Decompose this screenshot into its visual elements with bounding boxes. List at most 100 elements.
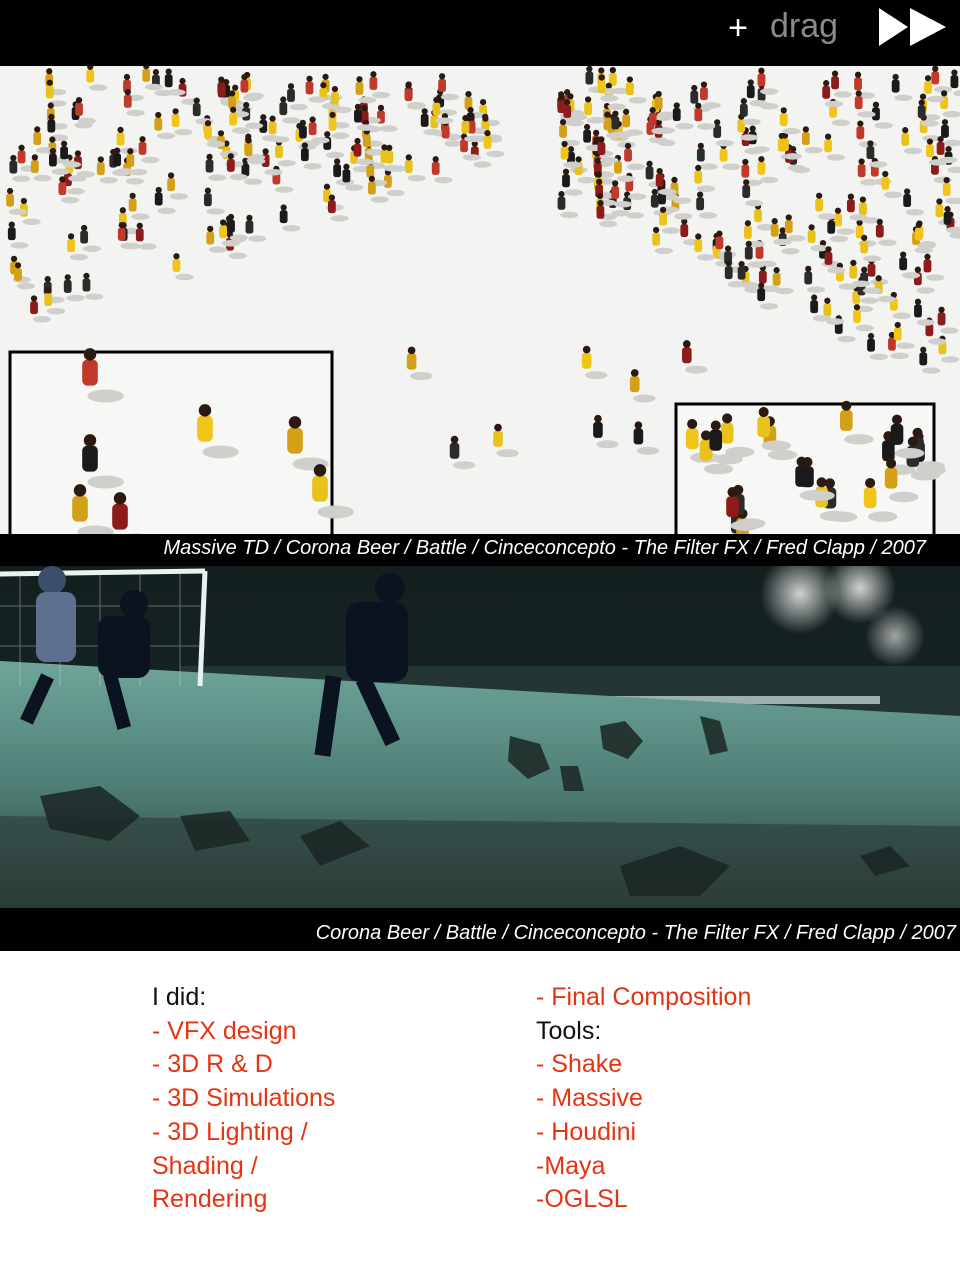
crowd-figure (654, 90, 676, 119)
crowd-figure (891, 73, 913, 102)
crowd-figure (438, 73, 460, 101)
crowd-figure (849, 259, 871, 287)
list-item: -Maya (536, 1151, 606, 1180)
crowd-figure (815, 192, 837, 220)
crowd-figure (872, 101, 893, 129)
crowd-figure (420, 108, 442, 136)
crowd-figure (205, 153, 227, 181)
crowd-figure (219, 219, 241, 247)
list-item: - Houdini (536, 1117, 637, 1146)
crowd-figure (924, 75, 945, 103)
crowd-figure (206, 225, 228, 253)
crowd-figure (824, 246, 846, 274)
crowd-figure (128, 192, 150, 220)
crowd-figure (823, 297, 845, 325)
crowd-figure (846, 193, 868, 221)
crowd-figure (72, 484, 114, 534)
crowd-figure (563, 99, 585, 127)
crowd-figure (353, 137, 375, 166)
crowd-figure (672, 102, 694, 130)
crowd-figure (203, 187, 225, 215)
crowd-figure (113, 147, 135, 175)
crowd-figure (696, 191, 718, 219)
crowd-figure (881, 170, 903, 199)
crowd-figure (244, 137, 266, 165)
crowd-figure (142, 66, 164, 91)
crowd-figure (229, 106, 251, 134)
crowd-figure (899, 251, 921, 279)
crowd-figure (362, 128, 384, 156)
inset-right (674, 400, 946, 534)
crowd-figure (461, 114, 483, 143)
crowd-figure (30, 154, 52, 182)
crowd-figure (739, 98, 761, 126)
tools-heading: Tools: (536, 1016, 602, 1045)
crowd-figure (241, 157, 263, 185)
crowd-figure (380, 144, 402, 172)
crowd-figure (801, 457, 835, 501)
crowd-figure (779, 107, 801, 135)
crowd-figure (135, 222, 157, 250)
add-button[interactable]: + (728, 9, 748, 47)
crowd-figure (625, 76, 647, 104)
crowd-figure (860, 234, 882, 262)
crowd-figure (853, 304, 874, 332)
crowd-figure (742, 179, 764, 207)
i-did-heading: I did: (152, 983, 207, 1011)
crowd-figure (694, 164, 716, 192)
crowd-figure (655, 167, 677, 196)
crowd-figure (279, 204, 301, 232)
crowd-figure (584, 96, 606, 124)
crowd-figure (308, 116, 330, 144)
crowd-figure (923, 253, 945, 281)
crowd-figure (9, 154, 31, 183)
crowd-figure (867, 332, 888, 361)
crowd-figure (757, 282, 779, 310)
crowd-figure (757, 67, 779, 95)
crowd-figure (724, 260, 746, 288)
crowd-figure (611, 180, 633, 208)
crowd-figure (14, 262, 35, 290)
i-did-list: I did: - VFX design - 3D R & D - 3D Simu… (152, 981, 402, 1217)
crowd-figure (226, 153, 248, 181)
crowd-figure (903, 188, 925, 216)
crowd-figure (58, 176, 80, 204)
crowd-figure (562, 168, 583, 196)
crowd-figure (919, 346, 941, 374)
crowd-figure (377, 104, 398, 132)
crowd-figure (824, 133, 846, 161)
crowd-figure (123, 89, 145, 117)
crowd-figure (384, 169, 405, 197)
crowd-figure (914, 221, 936, 249)
crowd-figure (327, 194, 349, 222)
crowd-figure (866, 140, 888, 168)
crowd-figure (164, 68, 186, 96)
caption-top: Massive TD / Corona Beer / Battle / Cinc… (0, 534, 960, 566)
crowd-figure (240, 73, 262, 102)
crowd-figure (937, 306, 959, 334)
crowd-figure (367, 175, 389, 203)
crowd-figure (801, 126, 823, 154)
crowd-figure (581, 345, 608, 380)
crowd-figure (6, 187, 27, 216)
tools-list: - Final Composition Tools: - Shake - Mas… (536, 981, 836, 1217)
crowd-figure (943, 206, 960, 234)
crowd-figure (926, 138, 947, 166)
crowd-figure (950, 69, 960, 97)
crowd-figure (82, 434, 124, 489)
crowd-figure (593, 414, 619, 449)
crowd-figure (807, 224, 829, 252)
crowd-figure (300, 142, 322, 170)
drag-label[interactable]: drag (770, 7, 839, 45)
fast-forward-icon[interactable] (876, 4, 948, 50)
crowd-figure (901, 127, 923, 155)
crowd-figure (86, 66, 108, 91)
crowd-figure (914, 298, 935, 326)
crowd-figure (154, 186, 176, 215)
crowd-figure (449, 435, 476, 470)
crowd-figure (355, 76, 377, 104)
crowd-figure (622, 108, 644, 136)
crowd-figure (770, 218, 792, 246)
crowd-figure (746, 79, 768, 107)
crowd-figure (557, 190, 579, 219)
